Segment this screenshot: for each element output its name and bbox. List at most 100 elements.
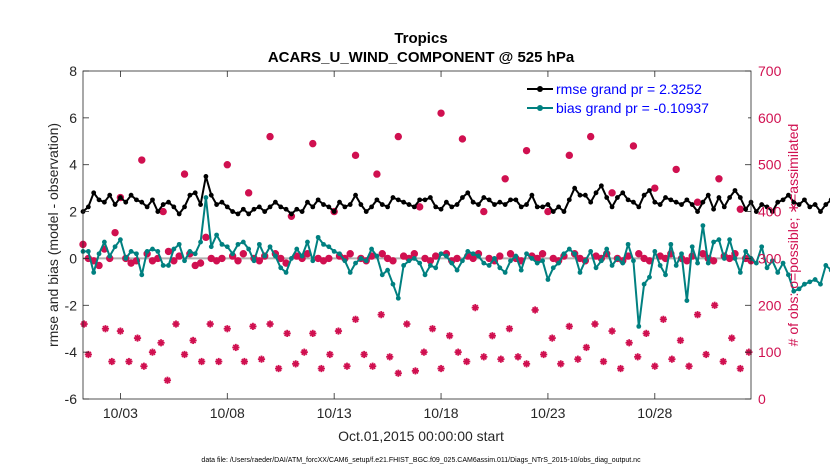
series-point-bias: [668, 241, 674, 247]
series-point-rmse: [224, 204, 230, 210]
asterisk-stroke: [463, 358, 470, 365]
series-point-bias: [716, 237, 722, 243]
series-point-bias: [753, 260, 759, 266]
obs-assimilated-point: [257, 355, 266, 363]
obs-assimilated-point: [599, 357, 608, 366]
asterisk-stroke: [292, 360, 299, 368]
series-point-bias: [652, 249, 658, 254]
series-point-rmse: [401, 199, 407, 205]
obs-assimilated-point: [642, 329, 650, 337]
obs-assimilated-point: [574, 355, 582, 363]
asterisk-stroke: [454, 348, 462, 356]
series-point-rmse: [256, 204, 262, 210]
obs-assimilated-point: [334, 327, 343, 335]
series-point-bias: [556, 260, 562, 266]
series-point-bias: [641, 281, 647, 287]
obs-possible-point: [565, 151, 574, 160]
asterisk-stroke: [668, 355, 676, 363]
series-point-rmse: [128, 192, 134, 198]
series-point-rmse: [502, 202, 508, 207]
obs-assimilated-point: [360, 350, 368, 359]
obs-assimilated-point: [140, 362, 148, 370]
obs-possible-point: [309, 139, 317, 148]
series-point-bias: [139, 272, 145, 278]
series-point-rmse: [764, 204, 770, 210]
obs-assimilated-point: [488, 332, 496, 340]
obs-possible-point: [394, 132, 402, 141]
series-point-rmse: [337, 199, 342, 205]
series-point-bias: [534, 260, 540, 266]
obs-possible-point: [629, 142, 638, 150]
obs-assimilated-point: [108, 357, 116, 366]
asterisk-stroke: [651, 363, 658, 370]
series-point-bias: [625, 241, 631, 247]
series-point-bias: [524, 251, 529, 257]
series-point-bias: [155, 249, 161, 254]
legend-bias-label: bias grand pr = -0.10937: [556, 100, 709, 116]
series-point-bias: [214, 232, 220, 238]
asterisk-stroke: [134, 334, 141, 342]
series-point-bias: [101, 239, 107, 245]
asterisk-stroke: [378, 311, 385, 318]
series-point-bias: [91, 270, 97, 275]
obs-assimilated-point: [668, 355, 676, 363]
asterisk-stroke: [446, 332, 453, 339]
series-point-rmse: [625, 197, 631, 203]
series-point-rmse: [615, 195, 620, 200]
series-point-rmse: [497, 199, 503, 205]
series-point-bias: [823, 263, 829, 268]
obs-assimilated-point: [163, 376, 172, 384]
series-point-rmse: [96, 197, 102, 203]
series-point-bias: [588, 249, 594, 254]
y-tick-label: 4: [69, 157, 77, 173]
series-point-bias: [684, 298, 690, 303]
series-point-rmse: [139, 199, 145, 205]
obs-assimilated-point: [522, 360, 531, 368]
y-axis-left: -6 -4 -2 0 2 4 6 8: [65, 63, 751, 407]
x-tick-label: 10/18: [424, 405, 459, 421]
obs-assimilated-point: [728, 334, 736, 342]
series-point-bias: [476, 253, 481, 259]
series-point-bias: [299, 253, 305, 259]
series-point-rmse: [326, 204, 332, 210]
asterisk-stroke: [506, 325, 513, 332]
series-point-rmse: [417, 197, 423, 203]
series-point-bias: [198, 239, 203, 245]
series-point-rmse: [369, 204, 374, 210]
asterisk-stroke: [85, 351, 92, 358]
asterisk-stroke: [318, 365, 325, 372]
series-point-rmse: [786, 192, 791, 198]
series-point-rmse: [310, 204, 316, 210]
footer-datafile: data file: /Users/raeder/DAI/ATM_forcXX/…: [201, 457, 641, 464]
series-point-bias: [166, 263, 171, 268]
series-point-rmse: [123, 199, 129, 205]
series-point-rmse: [476, 202, 481, 207]
series-point-rmse: [299, 209, 305, 214]
obs-possible-point: [426, 257, 435, 265]
series-point-rmse: [652, 199, 658, 205]
series-point-rmse: [598, 183, 604, 189]
series-point-rmse: [187, 192, 193, 198]
series-point-rmse: [818, 209, 823, 214]
series-point-rmse: [155, 209, 161, 214]
asterisk-stroke: [420, 348, 428, 356]
series-point-bias: [550, 265, 556, 271]
series-point-bias: [802, 281, 807, 287]
series-point-rmse: [529, 192, 535, 198]
obs-possible-point: [608, 189, 616, 197]
obs-possible-point: [351, 151, 360, 160]
series-point-bias: [673, 263, 679, 268]
series-point-rmse: [85, 204, 91, 210]
series-point-rmse: [283, 206, 289, 212]
obs-possible-point: [725, 254, 734, 263]
obs-assimilated-point: [133, 334, 142, 342]
obs-assimilated-point: [463, 357, 471, 366]
y-tick-label: 6: [69, 110, 77, 126]
asterisk-stroke: [617, 365, 624, 372]
series-point-bias: [812, 277, 818, 282]
series-point-rmse: [374, 197, 380, 203]
series-point-bias: [150, 246, 155, 252]
legend-box: [522, 77, 748, 121]
series-point-rmse: [395, 197, 401, 203]
series-point-rmse: [289, 211, 294, 217]
